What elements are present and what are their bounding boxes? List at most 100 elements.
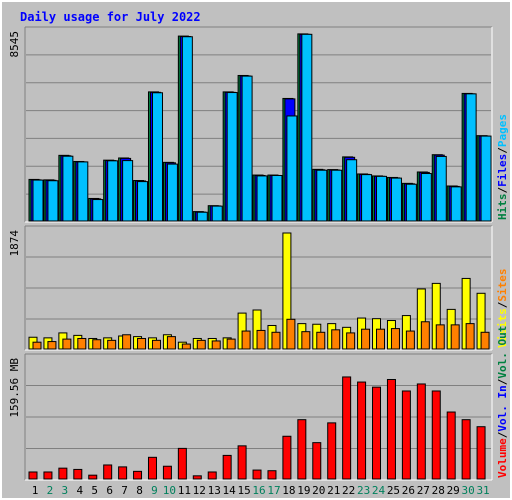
bar-sites-day-9	[151, 339, 161, 350]
bar-sites-day-22	[346, 332, 356, 350]
bar-pages-day-30	[465, 93, 477, 222]
bar-pages-day-20	[316, 169, 328, 222]
legend-entry: /	[496, 378, 509, 385]
bar-pages-day-25	[390, 177, 402, 222]
bar-volume-day-28	[431, 390, 441, 480]
x-tick-label-day-27: 27	[417, 484, 430, 497]
bar-volume-day-9	[147, 456, 157, 480]
bar-sites-day-24	[376, 328, 386, 350]
bar-pages-day-22	[346, 159, 358, 222]
legend-entry: Sites	[496, 269, 509, 302]
bar-pages-day-6	[107, 160, 119, 222]
bar-volume-day-13	[207, 471, 217, 480]
bar-pages-day-10	[166, 163, 178, 222]
bar-sites-day-29	[450, 324, 460, 350]
x-tick-label-day-21: 21	[327, 484, 340, 497]
y-axis-max-label: 1874	[8, 230, 21, 257]
bar-volume-day-29	[446, 411, 456, 480]
x-tick-label-day-17: 17	[267, 484, 280, 497]
bar-pages-day-21	[331, 169, 343, 222]
bar-sites-day-7	[122, 334, 132, 350]
bar-volume-day-30	[461, 419, 471, 480]
x-tick-label-day-24: 24	[372, 484, 386, 497]
bar-volume-day-22	[342, 376, 352, 480]
x-tick-label-day-14: 14	[223, 484, 237, 497]
chart-title: Daily usage for July 2022	[20, 10, 201, 24]
bar-volume-day-12	[192, 475, 202, 480]
bar-sites-day-12	[196, 339, 206, 350]
y-axis-max-label: 159.56 MB	[8, 358, 21, 418]
bar-sites-day-14	[226, 338, 236, 350]
bar-volume-day-19	[297, 419, 307, 480]
bar-sites-day-21	[331, 329, 341, 350]
x-tick-label-day-20: 20	[312, 484, 325, 497]
bar-sites-day-18	[286, 318, 296, 350]
bar-volume-day-10	[162, 465, 172, 480]
bar-sites-day-5	[92, 339, 102, 350]
bar-volume-day-11	[177, 447, 187, 480]
bar-pages-day-24	[376, 175, 388, 222]
bar-pages-day-16	[256, 175, 268, 222]
x-tick-label-day-10: 10	[163, 484, 176, 497]
bar-volume-day-18	[282, 435, 292, 480]
x-tick-label-day-25: 25	[387, 484, 400, 497]
x-tick-label-day-26: 26	[402, 484, 415, 497]
bar-pages-day-11	[181, 36, 193, 222]
bar-sites-day-27	[420, 321, 430, 350]
bar-pages-day-14	[226, 92, 238, 222]
x-tick-label-day-22: 22	[342, 484, 355, 497]
bar-pages-day-5	[92, 199, 104, 222]
bar-sites-day-26	[405, 330, 415, 350]
bar-sites-day-8	[137, 337, 147, 350]
x-tick-label-day-28: 28	[432, 484, 445, 497]
bar-pages-day-28	[435, 155, 447, 222]
bar-volume-day-21	[327, 422, 337, 480]
bar-pages-day-27	[420, 173, 432, 222]
x-tick-label-day-9: 9	[151, 484, 158, 497]
x-tick-label-day-15: 15	[237, 484, 250, 497]
bar-pages-day-12	[196, 211, 208, 222]
bar-pages-day-8	[137, 181, 149, 222]
bar-pages-day-3	[62, 155, 74, 222]
x-tick-label-day-8: 8	[136, 484, 143, 497]
legend-entry: /	[496, 187, 509, 194]
bar-sites-day-6	[107, 339, 117, 350]
bar-pages-day-19	[301, 33, 313, 222]
bar-sites-day-11	[181, 343, 191, 350]
bar-sites-day-1	[32, 341, 42, 350]
bar-volume-day-24	[372, 386, 382, 480]
bar-pages-day-9	[151, 92, 163, 222]
bar-volume-day-8	[133, 470, 143, 480]
bar-volume-day-6	[103, 464, 113, 480]
legend-kbytes: Volume/Vol. In/Vol. Out	[496, 326, 509, 478]
x-tick-label-day-7: 7	[121, 484, 128, 497]
bar-volume-day-1	[28, 471, 38, 480]
x-tick-label-day-29: 29	[447, 484, 460, 497]
bar-volume-day-5	[88, 474, 98, 480]
bar-volume-day-25	[386, 378, 396, 480]
bar-sites-day-3	[62, 338, 72, 350]
x-tick-label-day-19: 19	[297, 484, 310, 497]
legend-visits_sites: Visits/Sites	[496, 269, 509, 349]
y-axis-max-label: 8545	[8, 31, 21, 58]
bar-pages-day-4	[77, 161, 89, 222]
x-tick-label-day-4: 4	[76, 484, 83, 497]
x-tick-label-day-11: 11	[178, 484, 191, 497]
legend-entry: Hits	[496, 194, 509, 221]
bar-pages-day-18	[286, 115, 298, 222]
bar-volume-day-16	[252, 469, 262, 480]
bar-volume-day-26	[401, 390, 411, 480]
bar-volume-day-3	[58, 467, 68, 480]
bar-volume-day-27	[416, 383, 426, 480]
x-tick-label-day-16: 16	[252, 484, 265, 497]
bar-volume-day-20	[312, 442, 322, 480]
legend-entry: Vol. Out	[496, 326, 509, 379]
bar-volume-day-15	[237, 445, 247, 480]
x-tick-label-day-30: 30	[462, 484, 475, 497]
legend-entry: /	[496, 301, 509, 308]
legend-hits_files_pages: Hits/Files/Pages	[496, 114, 509, 220]
legend-entry: Files	[496, 154, 509, 187]
x-tick-label-day-5: 5	[91, 484, 98, 497]
